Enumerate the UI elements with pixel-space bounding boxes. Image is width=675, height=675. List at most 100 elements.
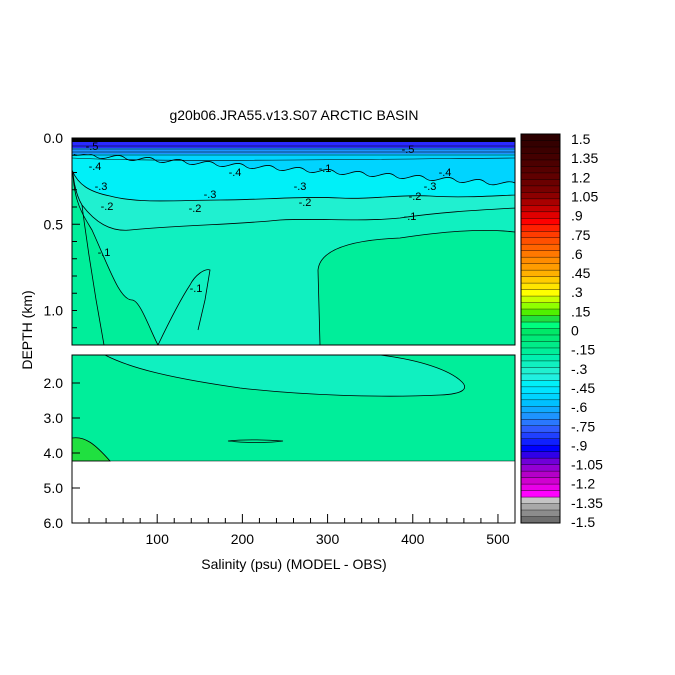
colorbar-swatch [521,360,560,368]
colorbar-swatch [521,146,560,154]
surface-contour-lines [72,145,515,161]
upper-panel: -.5-.4-.3-.2-.1-.1-.2-.3-.4-.3-.2-.1-.1-… [72,138,515,345]
colorbar-swatch [521,399,560,407]
colorbar-swatch [521,302,560,310]
colorbar-swatch [521,354,560,362]
lower-y-tick-label: 6.0 [44,515,64,531]
contour-label: -.4 [89,161,102,173]
colorbar: 1.5 1.35 1.2 1.05 .9 .75 .6 .45 .3 .15 0 -.15 -.3 -.4… [520,131,603,530]
colorbar-swatch [521,438,560,446]
colorbar-swatch [521,185,560,193]
contour-label: -.3 [204,189,217,201]
colorbar-swatch [521,380,560,388]
colorbar-tick-label: -1.2 [571,476,595,492]
colorbar-swatch [521,218,560,226]
contour-label: -.4 [439,167,452,179]
colorbar-swatch [521,516,560,524]
colorbar-swatch [521,503,560,511]
colorbar-tick-label: .6 [571,246,583,262]
lower-minus-0.1-tongue [104,355,466,397]
colorbar-tick-label: .45 [571,265,591,281]
lower-y-tick-label: 5.0 [44,480,64,496]
colorbar-tick-label: -.3 [571,361,588,377]
colorbar-swatch [521,464,560,472]
colorbar-swatch [521,166,560,174]
colorbar-tick-label: -.9 [571,437,588,453]
lower-y-tick-label: 2.0 [44,375,64,391]
colorbar-swatch [521,237,560,245]
colorbar-swatch [521,276,560,284]
colorbar-tick-label: .9 [571,208,583,224]
contour-label: -.1 [98,247,111,259]
contour-label: -.2 [101,201,114,213]
minus-0.1-tongue [157,269,211,345]
colorbar-swatch [521,393,560,401]
contour-label: -.5 [402,144,415,156]
colorbar-tick-label: 1.35 [571,150,598,166]
colorbar-tick-label: -.15 [571,342,595,358]
colorbar-tick-label: -1.05 [571,457,603,473]
colorbar-swatch [521,211,560,219]
surface-band-top [72,138,515,142]
contour-label: -.4 [229,167,242,179]
upper-contour-labels: -.5-.4-.3-.2-.1-.1-.2-.3-.4-.3-.2-.1-.1-… [86,141,452,295]
colorbar-tick-label: -.75 [571,418,595,434]
colorbar-swatch [521,244,560,251]
colorbar-swatch [521,451,560,459]
colorbar-tick-label: -1.5 [571,514,595,530]
chart-title: g20b06.JRA55.v13.S07 ARCTIC BASIN [169,107,418,123]
contour-label: -.3 [424,181,437,193]
colorbar-swatch [521,490,560,498]
colorbar-swatch [521,153,560,161]
colorbar-swatch [521,309,560,316]
colorbar-swatch [521,283,560,290]
surface-band-deepblue [72,140,515,148]
colorbar-swatch [521,347,560,355]
contour-label: -.1 [404,211,417,223]
contour-label: -.2 [299,197,312,209]
colorbar-swatch [521,205,560,213]
upper-y-tick-label: 0.5 [44,216,64,232]
colorbar-swatch [521,250,560,258]
x-tick-label: 300 [316,531,340,547]
colorbar-swatch [521,386,560,394]
colorbar-swatch [521,341,560,349]
colorbar-tick-label: .15 [571,303,591,319]
colorbar-swatch [521,445,560,452]
colorbar-swatch [521,497,560,504]
lower-y-tick-label: 3.0 [44,410,64,426]
contour-label: -.3 [95,181,108,193]
colorbar-swatch [521,140,560,148]
contour-label: -.5 [86,141,99,153]
colorbar-tick-label: .3 [571,284,583,300]
y-axis-label: DEPTH (km) [19,290,35,369]
minus-0.4-region [72,149,515,186]
colorbar-tick-label: -.45 [571,380,595,396]
colorbar-swatch [521,224,560,232]
colorbar-swatch [521,477,560,485]
lower-small-contour [227,439,284,443]
colorbar-swatch [521,289,560,297]
contour-label: -.2 [189,203,202,215]
colorbar-swatch [521,425,560,433]
colorbar-swatch [521,192,560,200]
colorbar-swatch [521,198,560,206]
colorbar-swatch [521,179,560,187]
upper-y-tick-label: 0.0 [44,130,64,146]
contour-label: -.2 [409,191,422,203]
colorbar-tick-label: 0 [571,323,579,339]
colorbar-swatch [521,471,560,478]
colorbar-swatch [521,334,560,342]
colorbar-swatch [521,270,560,277]
colorbar-swatch [521,419,560,427]
colorbar-swatch [521,458,560,465]
colorbar-swatch [521,406,560,414]
lower-y-tick-label: 4.0 [44,445,64,461]
x-axis-label: Salinity (psu) (MODEL - OBS) [201,556,386,572]
colorbar-swatch [521,484,560,491]
colorbar-swatch [521,367,560,375]
contour-label: -.3 [294,181,307,193]
colorbar-frame [520,133,561,524]
colorbar-swatch [521,412,560,420]
